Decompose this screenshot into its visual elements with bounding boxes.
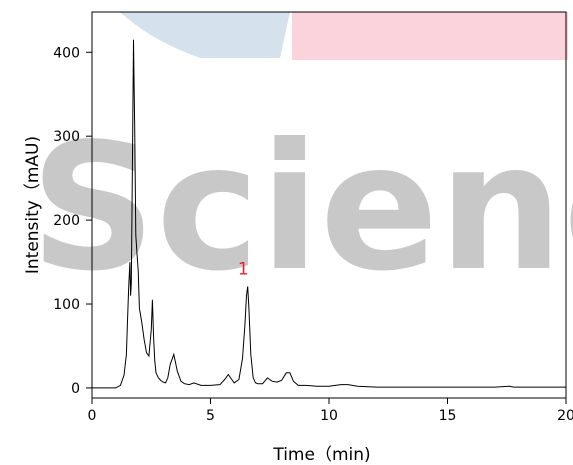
watermark: Scienc	[30, 12, 573, 310]
y-axis-ticks: 0 100 200 300 400	[53, 45, 92, 397]
y-tick-label: 400	[53, 45, 80, 61]
y-tick-label: 200	[53, 213, 80, 229]
x-tick-label: 15	[439, 408, 457, 424]
x-axis-title: Time（min)	[272, 445, 370, 465]
chromatogram-trace	[92, 39, 566, 389]
watermark-blue-shape	[120, 12, 290, 58]
watermark-pink-shape	[292, 12, 568, 60]
x-tick-label: 20	[557, 408, 573, 424]
y-axis-title: Intensity（mAU)	[23, 136, 43, 274]
y-tick-label: 0	[71, 381, 80, 397]
x-tick-label: 10	[320, 408, 338, 424]
x-tick-label: 0	[88, 408, 97, 424]
watermark-text: Scienc	[30, 107, 573, 310]
x-axis-ticks: 0 5 10 15 20	[88, 398, 573, 424]
y-tick-label: 100	[53, 297, 80, 313]
x-tick-label: 5	[206, 408, 215, 424]
peak-label-1: 1	[238, 259, 249, 279]
y-tick-label: 300	[53, 129, 80, 145]
